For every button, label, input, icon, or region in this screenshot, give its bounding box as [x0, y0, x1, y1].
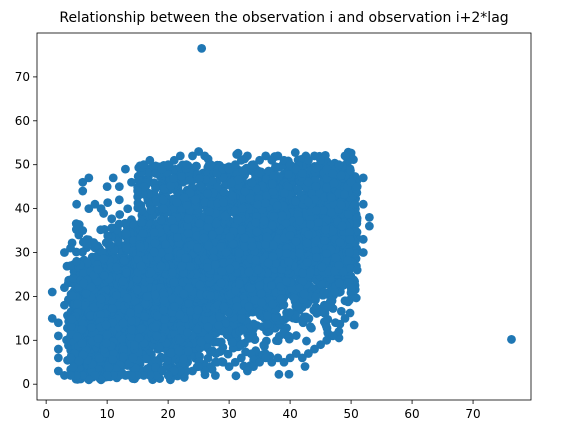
scatter-point	[233, 148, 243, 158]
scatter-point	[89, 238, 99, 247]
scatter-point	[113, 236, 123, 246]
scatter-point	[290, 148, 300, 157]
scatter-point	[96, 225, 106, 235]
scatter-point	[107, 223, 117, 233]
scatter-point	[274, 369, 284, 379]
scatter-point	[103, 198, 113, 208]
scatter-point	[78, 247, 87, 257]
scatter-point	[231, 371, 241, 381]
scatter-point	[307, 323, 316, 333]
scatter-point	[107, 214, 117, 224]
scatter-point	[284, 369, 294, 379]
scatter-point	[349, 320, 359, 330]
scatter-point	[336, 306, 346, 316]
scatter-point	[273, 336, 283, 346]
scatter-point	[115, 210, 125, 219]
scatter-point	[263, 327, 272, 337]
scatter-point	[302, 336, 311, 346]
scatter-point	[291, 331, 301, 340]
chart-title: Relationship between the observation i a…	[59, 10, 508, 26]
scatter-point	[151, 356, 161, 366]
